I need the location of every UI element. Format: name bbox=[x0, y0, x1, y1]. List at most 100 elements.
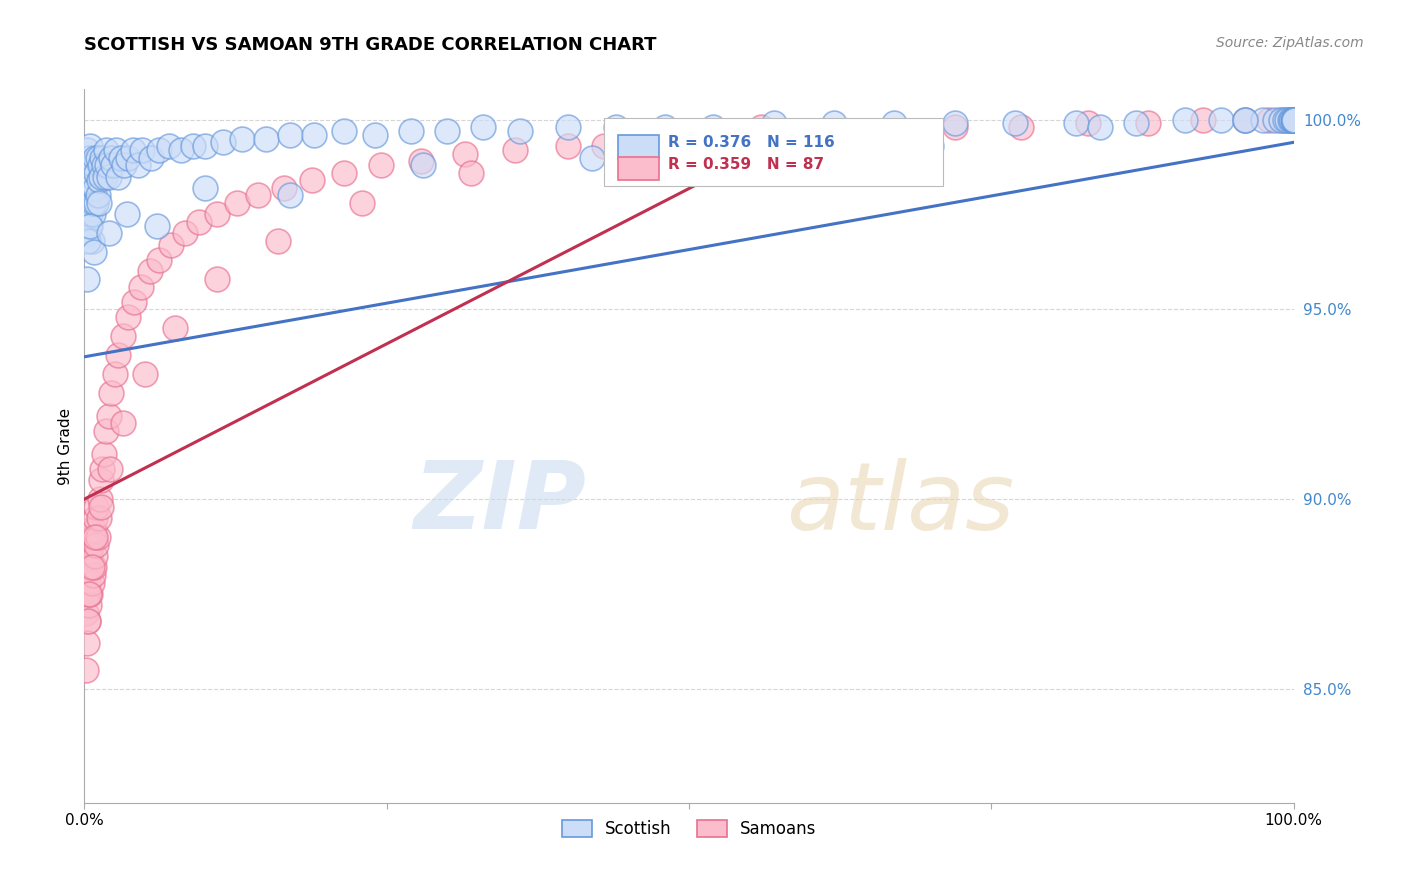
Point bbox=[79, 181, 101, 195]
Point bbox=[1282, 112, 1305, 127]
Point bbox=[173, 227, 195, 241]
Point bbox=[1282, 112, 1305, 127]
Point bbox=[1253, 112, 1275, 127]
Point bbox=[84, 511, 107, 525]
Point bbox=[1088, 120, 1111, 135]
Point bbox=[1282, 112, 1305, 127]
Point bbox=[82, 169, 104, 184]
Point bbox=[301, 173, 323, 187]
FancyBboxPatch shape bbox=[605, 118, 943, 186]
Point bbox=[1274, 112, 1296, 127]
Point bbox=[1064, 116, 1087, 130]
Point bbox=[79, 587, 101, 601]
Point bbox=[86, 538, 108, 552]
Point bbox=[212, 136, 235, 150]
Point bbox=[1282, 112, 1305, 127]
Point bbox=[254, 131, 277, 145]
Point bbox=[943, 120, 966, 135]
Text: SCOTTISH VS SAMOAN 9TH GRADE CORRELATION CHART: SCOTTISH VS SAMOAN 9TH GRADE CORRELATION… bbox=[84, 36, 657, 54]
Point bbox=[87, 196, 110, 211]
Point bbox=[80, 560, 103, 574]
Point bbox=[333, 124, 356, 138]
Point bbox=[1282, 112, 1305, 127]
Point bbox=[1282, 112, 1305, 127]
Point bbox=[1282, 112, 1305, 127]
Point bbox=[225, 196, 247, 211]
Point bbox=[267, 234, 290, 248]
Point bbox=[231, 131, 253, 145]
Point bbox=[1192, 112, 1215, 127]
Point bbox=[823, 116, 845, 130]
Point bbox=[1234, 112, 1257, 127]
Point bbox=[94, 424, 117, 438]
Point bbox=[107, 348, 129, 362]
Point bbox=[93, 158, 115, 172]
Point bbox=[581, 151, 603, 165]
Point bbox=[79, 549, 101, 563]
Point bbox=[83, 196, 105, 211]
Point bbox=[80, 575, 103, 590]
Point bbox=[89, 492, 111, 507]
Point bbox=[76, 587, 98, 601]
Point bbox=[77, 614, 100, 628]
Point bbox=[138, 264, 160, 278]
Point bbox=[100, 385, 122, 400]
Point bbox=[80, 158, 103, 172]
Point bbox=[76, 158, 98, 172]
Point bbox=[302, 128, 325, 142]
Point bbox=[97, 227, 120, 241]
Point bbox=[86, 166, 108, 180]
Point bbox=[97, 169, 120, 184]
Point bbox=[82, 530, 104, 544]
Point bbox=[96, 158, 118, 172]
Point bbox=[76, 188, 98, 202]
Point bbox=[207, 207, 229, 221]
Point bbox=[82, 568, 104, 582]
Point bbox=[93, 447, 115, 461]
Point bbox=[90, 169, 112, 184]
Point bbox=[91, 151, 114, 165]
Point bbox=[94, 143, 117, 157]
Point bbox=[1279, 112, 1302, 127]
Point bbox=[181, 139, 204, 153]
Point bbox=[77, 614, 100, 628]
Point bbox=[84, 151, 107, 165]
Point bbox=[112, 329, 135, 343]
Point bbox=[278, 188, 301, 202]
Point bbox=[98, 462, 121, 476]
Point bbox=[920, 139, 942, 153]
Point bbox=[139, 151, 162, 165]
Point bbox=[87, 173, 110, 187]
Point bbox=[943, 116, 966, 130]
Point bbox=[1282, 112, 1305, 127]
Point bbox=[104, 367, 127, 381]
Point bbox=[399, 124, 422, 138]
Point bbox=[127, 158, 149, 172]
Point bbox=[86, 188, 108, 202]
Point bbox=[1258, 112, 1281, 127]
Point bbox=[593, 139, 616, 153]
Point bbox=[1279, 112, 1302, 127]
Point bbox=[89, 158, 111, 172]
Point bbox=[1282, 112, 1305, 127]
Point bbox=[1174, 112, 1197, 127]
Point bbox=[79, 139, 101, 153]
Point bbox=[77, 538, 100, 552]
Point bbox=[1282, 112, 1305, 127]
Text: R = 0.359   N = 87: R = 0.359 N = 87 bbox=[668, 158, 824, 172]
Text: Source: ZipAtlas.com: Source: ZipAtlas.com bbox=[1216, 36, 1364, 50]
Point bbox=[762, 116, 785, 130]
Point bbox=[363, 128, 385, 142]
Point bbox=[75, 663, 97, 677]
Point bbox=[678, 131, 700, 145]
Point bbox=[333, 166, 356, 180]
Point bbox=[370, 158, 392, 172]
Point bbox=[75, 207, 97, 221]
Point bbox=[751, 120, 773, 135]
Point bbox=[84, 530, 107, 544]
Point bbox=[1278, 112, 1301, 127]
Point bbox=[76, 636, 98, 650]
Point bbox=[107, 169, 129, 184]
Point bbox=[134, 367, 156, 381]
Point bbox=[86, 151, 108, 165]
